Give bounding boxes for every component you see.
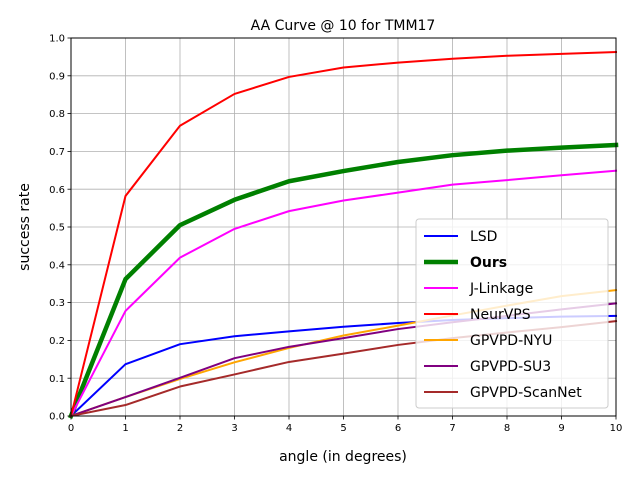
series-line-j-linkage [69,169,618,418]
y-tick-label: 0.0 [49,412,65,423]
series-line-neurvps [69,50,618,418]
y-axis-label: success rate [17,183,33,271]
legend-label-ours: Ours [470,255,507,271]
x-tick-label: 4 [286,423,292,434]
legend-label-lsd: LSD [470,229,497,245]
series-line-ours [68,142,619,419]
x-tick-label: 0 [68,423,74,434]
legend-label-gpvpd-nyu: GPVPD-NYU [470,333,552,349]
y-tick-label: 0.6 [49,185,65,196]
x-tick-label: 9 [558,423,564,434]
x-tick-label: 2 [177,423,183,434]
y-tick-label: 0.1 [49,374,65,385]
legend-label-neurvps: NeurVPS [470,307,531,323]
y-tick-label: 0.2 [49,336,65,347]
y-tick-label: 0.4 [49,260,65,271]
y-tick-label: 0.9 [49,71,65,82]
y-tick-label: 0.5 [49,223,65,234]
x-tick-label: 5 [340,423,346,434]
legend-label-gpvpd-scannet: GPVPD-ScanNet [470,385,582,401]
x-tick-label: 1 [122,423,128,434]
legend-box [415,218,609,409]
series-lines [68,50,619,419]
y-tick-label: 1.0 [49,34,65,45]
x-tick-label: 6 [395,423,401,434]
x-axis-label: angle (in degrees) [279,449,407,465]
axis-ticks: 0 1 2 3 4 5 6 7 8 9 10 0.0 0.1 0.2 0.3 0.4 0.5 0.6 0.7 0.8 0… [49,34,622,434]
legend: LSD Ours J-Linkage NeurVPS GPVPD-NYU GPVPD-SU… [415,218,609,409]
x-tick-label: 3 [231,423,237,434]
x-tick-label: 10 [610,423,623,434]
y-tick-label: 0.3 [49,298,65,309]
legend-label-gpvpd-su3: GPVPD-SU3 [470,359,551,375]
x-tick-label: 8 [504,423,510,434]
x-tick-label: 7 [449,423,455,434]
y-tick-label: 0.7 [49,147,65,158]
legend-label-j-linkage: J-Linkage [469,281,533,297]
y-tick-label: 0.8 [49,109,65,120]
chart-title: AA Curve @ 10 for TMM17 [251,18,436,34]
